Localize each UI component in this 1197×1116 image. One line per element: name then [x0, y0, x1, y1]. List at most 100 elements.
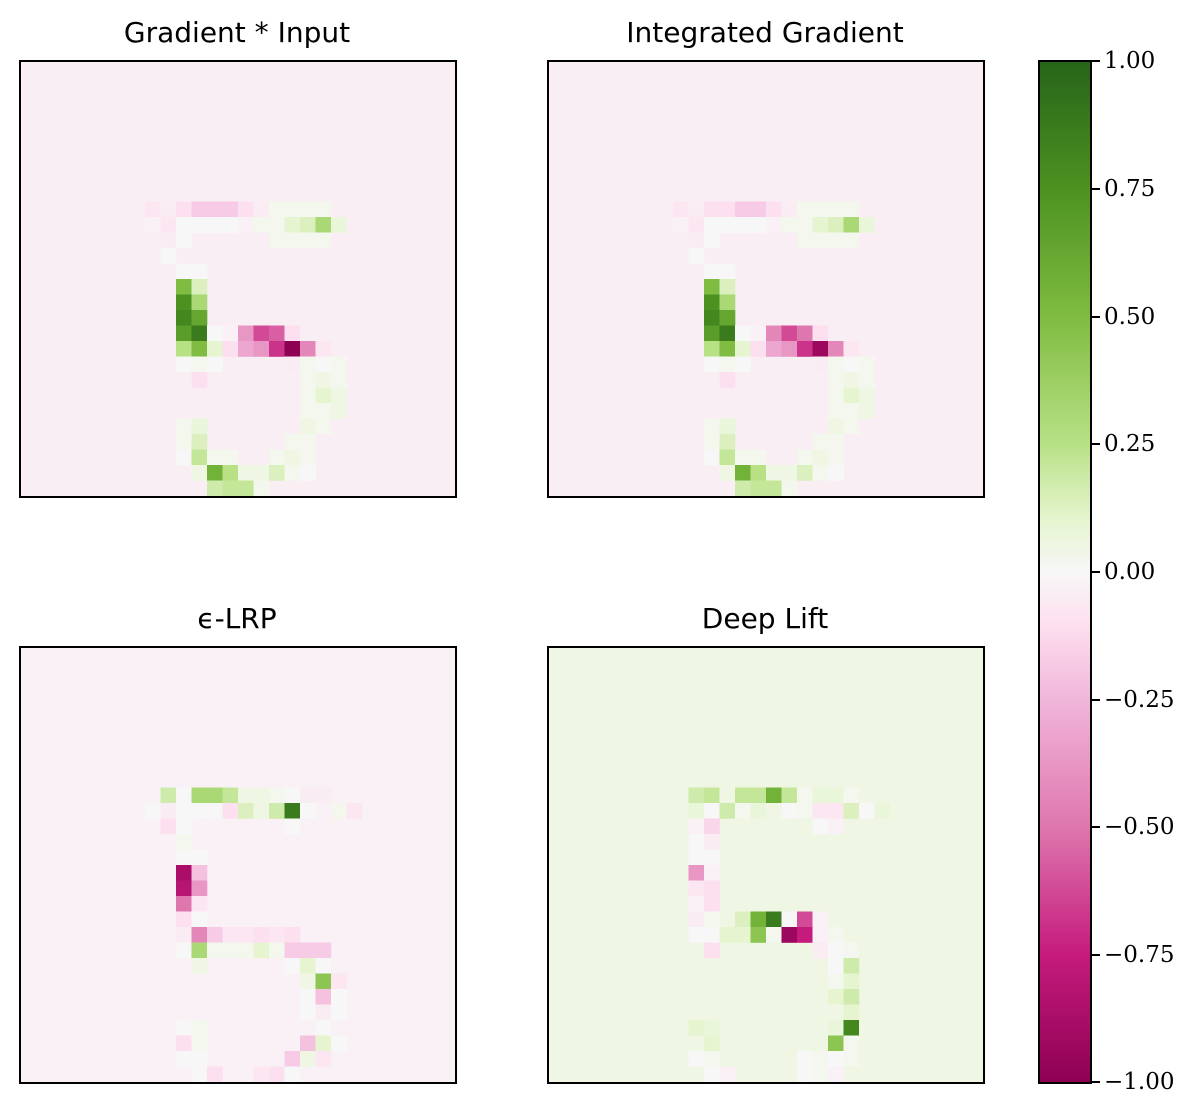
- heatmap-cell: [315, 372, 332, 388]
- colorbar-tick-label: −1.00: [1104, 1069, 1175, 1095]
- heatmap-cell: [750, 803, 767, 819]
- heatmap-cell: [191, 880, 208, 897]
- heatmap-background: [21, 62, 455, 496]
- heatmap-cell: [191, 1066, 208, 1082]
- colorbar-tick-label: −0.75: [1104, 942, 1175, 968]
- heatmap-cell: [222, 787, 239, 804]
- heatmap-cell: [673, 803, 689, 819]
- heatmap-cell: [300, 942, 316, 959]
- heatmap-cell: [191, 803, 208, 819]
- heatmap-cell: [828, 787, 844, 804]
- heatmap-cell: [191, 849, 208, 866]
- heatmap-cell: [766, 217, 782, 233]
- heatmap-cell: [843, 1051, 860, 1067]
- heatmap-cell: [176, 418, 192, 435]
- heatmap-cell: [735, 449, 751, 466]
- heatmap-cell: [812, 217, 829, 233]
- heatmap-cell: [766, 480, 782, 496]
- heatmap-cell: [284, 465, 301, 481]
- heatmap-cell: [828, 372, 844, 388]
- heatmap-cell: [719, 418, 736, 435]
- heatmap-cell: [238, 465, 254, 481]
- heatmap-cell: [207, 217, 223, 233]
- heatmap-cell: [284, 787, 301, 804]
- heatmap-cell: [300, 418, 316, 435]
- heatmap-cell: [797, 232, 813, 249]
- heatmap-cell: [238, 927, 254, 943]
- heatmap-cell: [145, 201, 161, 218]
- heatmap-cell: [331, 1004, 347, 1021]
- heatmap-cell: [269, 787, 285, 804]
- heatmap-cell: [191, 449, 208, 466]
- heatmap-cell: [688, 217, 705, 233]
- heatmap-cell: [191, 465, 208, 481]
- heatmap-cell: [719, 217, 736, 233]
- heatmap-cell: [145, 803, 161, 819]
- heatmap-cell: [781, 927, 798, 943]
- heatmap-cell: [735, 217, 751, 233]
- heatmap-cell: [300, 387, 316, 404]
- heatmap-cell: [828, 1020, 844, 1036]
- heatmap-cell: [704, 217, 720, 233]
- heatmap-cell: [222, 201, 239, 218]
- heatmap-cell: [843, 201, 860, 218]
- colorbar: [1038, 60, 1092, 1084]
- heatmap-cell: [284, 1066, 301, 1082]
- heatmap-cell: [766, 803, 782, 819]
- heatmap-cell: [269, 927, 285, 943]
- heatmap-cell: [315, 1035, 332, 1052]
- heatmap-cell: [704, 896, 720, 912]
- heatmap-cell: [253, 480, 270, 496]
- heatmap-cell: [704, 232, 720, 249]
- heatmap-cell: [145, 217, 161, 233]
- heatmap-cell: [315, 958, 332, 974]
- heatmap-cell: [191, 865, 208, 881]
- heatmap-cell: [781, 480, 798, 496]
- colorbar-tick-label: 0.25: [1104, 431, 1156, 457]
- heatmap-cell: [797, 449, 813, 466]
- heatmap-cell: [828, 201, 844, 218]
- heatmap-cell: [300, 356, 316, 373]
- heatmap-cell: [331, 973, 347, 990]
- heatmap-cell: [315, 1004, 332, 1021]
- heatmap-cell: [704, 818, 720, 835]
- heatmap-cell: [843, 372, 860, 388]
- heatmap-cell: [253, 1066, 270, 1082]
- heatmap-cell: [766, 911, 782, 928]
- heatmap-cell: [176, 942, 192, 959]
- heatmap-cell: [704, 1066, 720, 1082]
- heatmap-cell: [269, 1066, 285, 1082]
- heatmap-cell: [859, 356, 875, 373]
- heatmap-cell: [222, 341, 239, 357]
- heatmap-cell: [284, 818, 301, 835]
- heatmap-cell: [797, 465, 813, 481]
- heatmap-cell: [828, 942, 844, 959]
- heatmap-cell: [843, 217, 860, 233]
- heatmap-cell: [160, 217, 177, 233]
- heatmap-cell: [735, 201, 751, 218]
- heatmap-cell: [828, 1066, 844, 1082]
- heatmap-cell: [843, 803, 860, 819]
- heatmap-cell: [828, 989, 844, 1005]
- heatmap-cell: [781, 465, 798, 481]
- heatmap-cell: [797, 217, 813, 233]
- heatmap-cell: [673, 201, 689, 218]
- heatmap-cell: [828, 232, 844, 249]
- heatmap-cell: [735, 341, 751, 357]
- heatmap-cell: [269, 325, 285, 342]
- heatmap-cell: [176, 849, 192, 866]
- heatmap-cell: [160, 818, 177, 835]
- heatmap-cell: [719, 294, 736, 311]
- heatmap-cell: [315, 787, 332, 804]
- heatmap-cell: [828, 818, 844, 835]
- heatmap-cell: [704, 310, 720, 326]
- heatmap-cell: [874, 803, 891, 819]
- heatmap-cell: [750, 787, 767, 804]
- heatmap-cell: [797, 1051, 813, 1067]
- heatmap-cell: [719, 927, 736, 943]
- heatmap-cell: [812, 356, 829, 373]
- heatmap-cell: [238, 480, 254, 496]
- heatmap-cell: [315, 418, 332, 435]
- panel-title-1: Gradient * Input: [123, 16, 351, 49]
- heatmap-cell: [315, 217, 332, 233]
